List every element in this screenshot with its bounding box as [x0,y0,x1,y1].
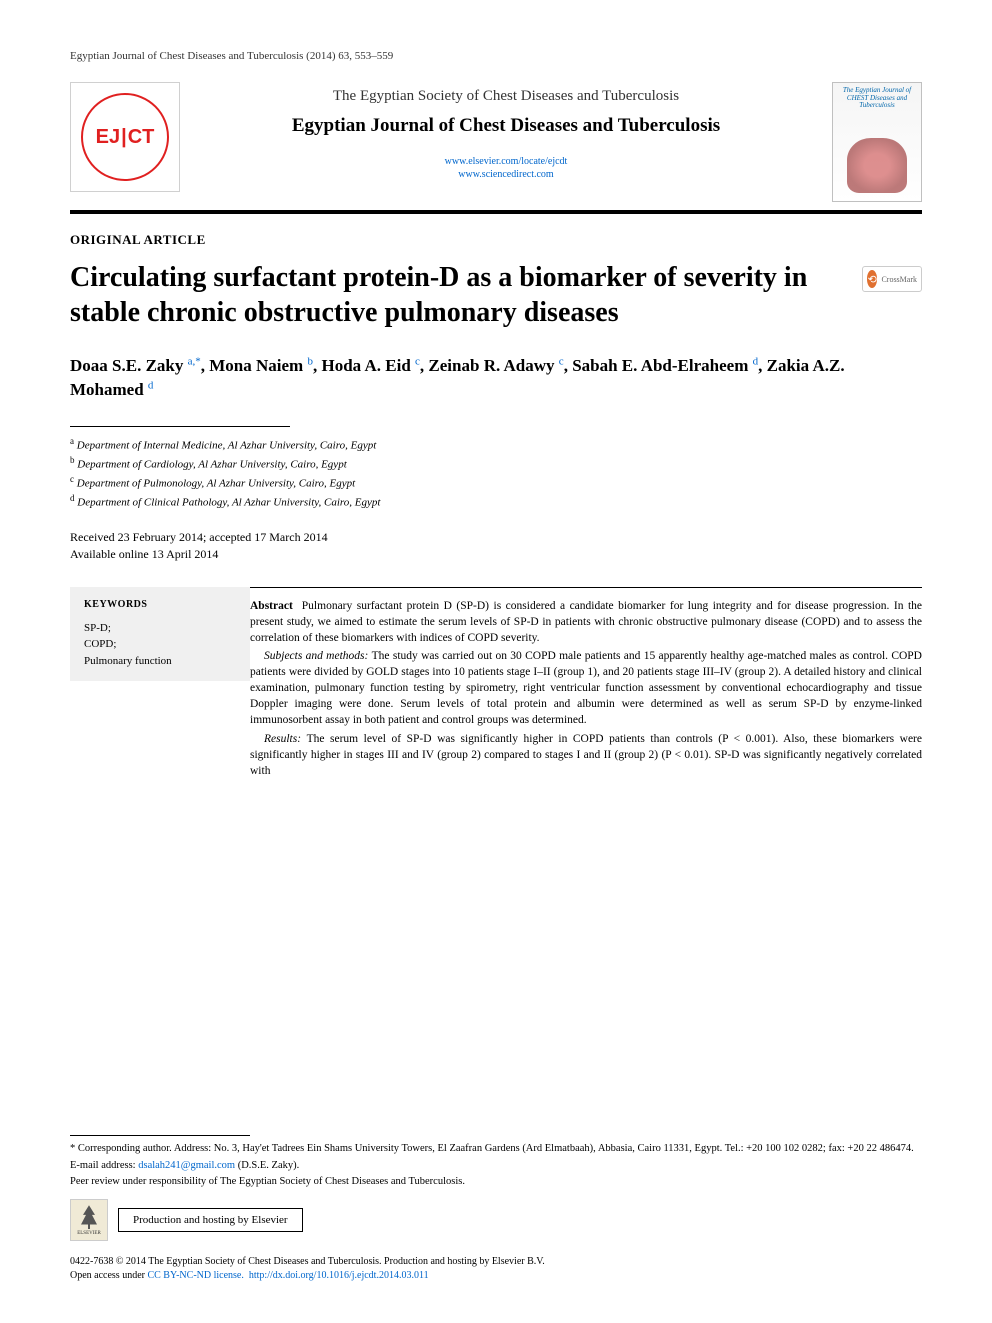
license-link[interactable]: CC BY-NC-ND license. [147,1270,243,1281]
email-label: E-mail address: [70,1160,136,1171]
affiliations: a Department of Internal Medicine, Al Az… [70,435,922,512]
email-author: (D.S.E. Zaky). [238,1160,300,1171]
abstract-p1: Abstract Pulmonary surfactant protein D … [250,598,922,646]
journal-logo: EJ|CT [70,82,180,192]
open-access-label: Open access under [70,1270,147,1281]
copyright-line1: 0422-7638 © 2014 The Egyptian Society of… [70,1255,922,1269]
crossmark-badge[interactable]: ⟲ CrossMark [862,266,922,292]
keywords-heading: KEYWORDS [84,599,236,610]
logo-circle: EJ|CT [81,93,169,181]
doi-link[interactable]: http://dx.doi.org/10.1016/j.ejcdt.2014.0… [249,1270,429,1281]
hosting-box: Production and hosting by Elsevier [118,1208,303,1233]
copyright: 0422-7638 © 2014 The Egyptian Society of… [70,1255,922,1283]
affiliation-item: a Department of Internal Medicine, Al Az… [70,435,922,454]
title-row: Circulating surfactant protein-D as a bi… [70,260,922,354]
footer-rule [70,1135,250,1136]
cover-title: The Egyptian Journal of CHEST Diseases a… [837,87,917,110]
header-rule [70,210,922,214]
abstract-p3: Results: The serum level of SP-D was sig… [250,731,922,779]
abstract-p2: Subjects and methods: The study was carr… [250,648,922,728]
email-address[interactable]: dsalah241@gmail.com [138,1160,235,1171]
article-dates: Received 23 February 2014; accepted 17 M… [70,529,922,563]
main-columns: KEYWORDS SP-D;COPD;Pulmonary function Ab… [70,587,922,781]
cover-graphic [847,138,907,193]
date-online: Available online 13 April 2014 [70,546,922,563]
abstract-lead: Abstract [250,600,293,612]
crossmark-label: CrossMark [881,275,917,284]
keyword-item: SP-D; [84,620,236,637]
journal-link-2[interactable]: www.sciencedirect.com [200,168,812,181]
copyright-line2: Open access under CC BY-NC-ND license. h… [70,1269,922,1283]
elsevier-label: ELSEVIER [77,1231,101,1238]
masthead: EJ|CT The Egyptian Society of Chest Dise… [70,82,922,202]
author-list: Doaa S.E. Zaky a,*, Mona Naiem b, Hoda A… [70,354,922,402]
footer-block: * Corresponding author. Address: No. 3, … [70,1135,922,1283]
keywords-column: KEYWORDS SP-D;COPD;Pulmonary function [70,587,250,781]
affiliation-item: d Department of Clinical Pathology, Al A… [70,492,922,511]
crossmark-icon: ⟲ [867,270,877,288]
email-line: E-mail address: dsalah241@gmail.com (D.S… [70,1159,922,1173]
abstract-p3-lead: Results: [264,733,301,745]
keywords-list: SP-D;COPD;Pulmonary function [84,620,236,670]
logo-right: CT [128,126,155,149]
keyword-item: Pulmonary function [84,653,236,670]
journal-name: Egyptian Journal of Chest Diseases and T… [200,115,812,137]
date-received-accepted: Received 23 February 2014; accepted 17 M… [70,529,922,546]
abstract-p1-text: Pulmonary surfactant protein D (SP-D) is… [250,600,922,644]
society-name: The Egyptian Society of Chest Diseases a… [200,88,812,105]
elsevier-row: ELSEVIER Production and hosting by Elsev… [70,1199,922,1241]
journal-link-1[interactable]: www.elsevier.com/locate/ejcdt [200,155,812,168]
masthead-center: The Egyptian Society of Chest Diseases a… [200,82,812,181]
running-header: Egyptian Journal of Chest Diseases and T… [70,50,922,62]
article-type: ORIGINAL ARTICLE [70,232,922,248]
keywords-box: KEYWORDS SP-D;COPD;Pulmonary function [70,587,250,682]
abstract-p2-lead: Subjects and methods: [264,650,368,662]
abstract-p3-text: The serum level of SP-D was significantl… [250,733,922,777]
logo-left: EJ [96,126,120,149]
affiliation-rule [70,426,290,427]
corresponding-author: * Corresponding author. Address: No. 3, … [70,1142,922,1156]
peer-review: Peer review under responsibility of The … [70,1175,922,1189]
affiliation-item: c Department of Pulmonology, Al Azhar Un… [70,473,922,492]
logo-divider: | [121,126,127,149]
elsevier-logo: ELSEVIER [70,1199,108,1241]
elsevier-tree-icon [79,1205,99,1229]
affiliation-item: b Department of Cardiology, Al Azhar Uni… [70,454,922,473]
keyword-item: COPD; [84,636,236,653]
article-title: Circulating surfactant protein-D as a bi… [70,260,842,330]
journal-cover: The Egyptian Journal of CHEST Diseases a… [832,82,922,202]
journal-links: www.elsevier.com/locate/ejcdt www.scienc… [200,155,812,181]
abstract-column: Abstract Pulmonary surfactant protein D … [250,587,922,781]
